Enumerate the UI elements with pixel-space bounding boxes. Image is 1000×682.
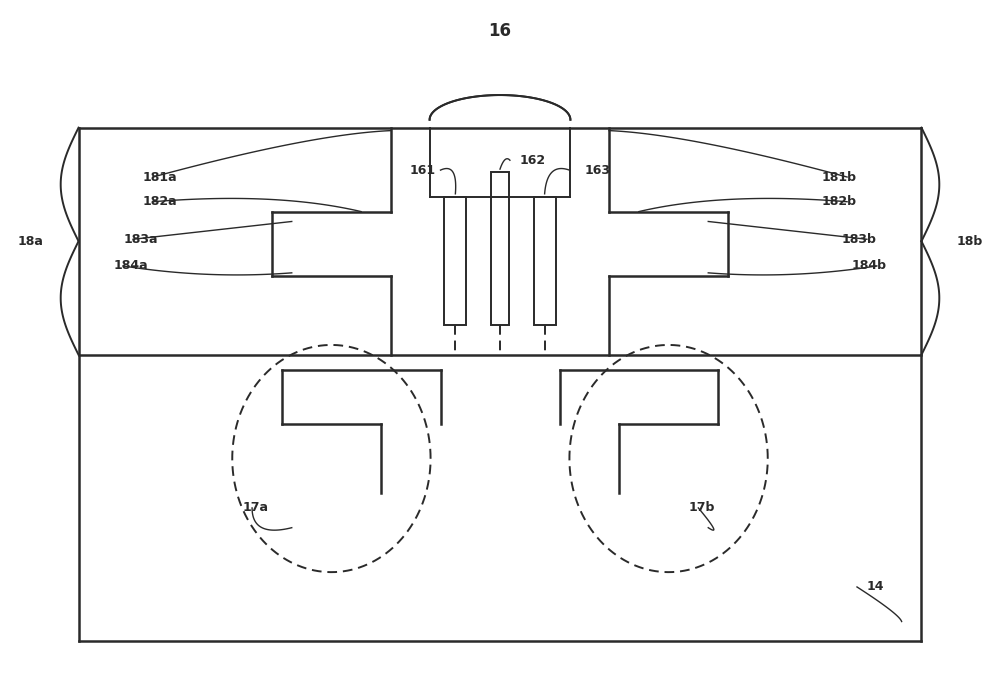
Text: 18b: 18b [956, 235, 982, 248]
Text: 16: 16 [489, 22, 512, 40]
Text: 182a: 182a [143, 195, 178, 208]
Text: 14: 14 [867, 580, 884, 593]
Text: 163: 163 [584, 164, 610, 177]
Text: 182b: 182b [822, 195, 857, 208]
Text: 183a: 183a [123, 233, 158, 246]
Bar [491, 172, 509, 325]
Text: 17b: 17b [688, 501, 715, 514]
Text: 162: 162 [520, 153, 546, 166]
Text: 184b: 184b [852, 259, 887, 272]
Text: 181b: 181b [822, 170, 857, 183]
Text: 18a: 18a [18, 235, 44, 248]
Text: 17a: 17a [242, 501, 268, 514]
Text: 184a: 184a [113, 259, 148, 272]
Text: 161: 161 [409, 164, 436, 177]
Text: 183b: 183b [842, 233, 877, 246]
Bar [444, 197, 466, 325]
Text: 181a: 181a [143, 170, 178, 183]
Bar [534, 197, 556, 325]
